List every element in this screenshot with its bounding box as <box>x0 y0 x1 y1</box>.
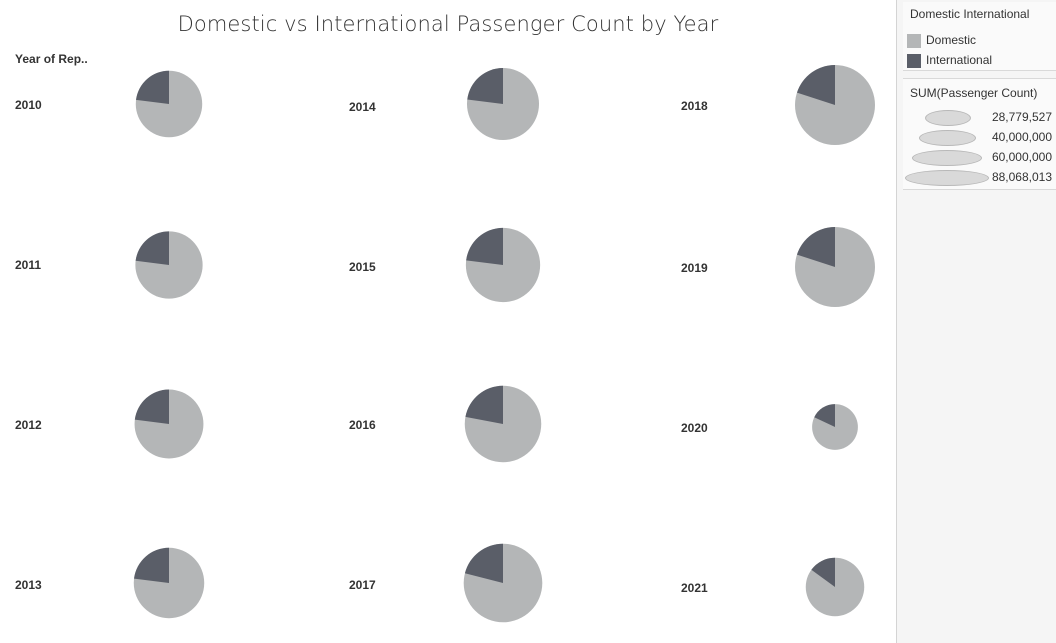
pie-slice-international[interactable] <box>796 65 835 105</box>
size-legend-label: 60,000,000 <box>991 150 1052 164</box>
pie-slice-international[interactable] <box>796 227 835 267</box>
year-label-2010: 2010 <box>15 98 42 112</box>
pie-slice-international[interactable] <box>134 389 169 424</box>
size-legend-label: 88,068,013 <box>991 170 1052 184</box>
size-legend-shape <box>912 150 982 166</box>
legend-label-international: International <box>926 53 993 67</box>
pie-2018[interactable] <box>795 65 875 145</box>
year-label-2016: 2016 <box>349 418 376 432</box>
size-legend: SUM(Passenger Count) 28,779,527 40,000,0… <box>903 78 1056 190</box>
pie-slice-international[interactable] <box>466 227 503 265</box>
pie-slice-international[interactable] <box>464 543 503 583</box>
year-label-2013: 2013 <box>15 578 42 592</box>
pie-slice-international[interactable] <box>136 70 169 104</box>
pie-2019[interactable] <box>795 227 875 307</box>
pie-2017[interactable] <box>463 543 543 623</box>
row-header[interactable]: Year of Rep.. <box>15 52 88 66</box>
pie-2016[interactable] <box>464 385 542 463</box>
pie-2013[interactable] <box>133 547 205 619</box>
year-label-2015: 2015 <box>349 260 376 274</box>
size-legend-shape <box>905 170 989 186</box>
international-swatch <box>907 54 921 68</box>
pie-slice-international[interactable] <box>811 557 835 587</box>
size-legend-label: 28,779,527 <box>991 110 1052 124</box>
pie-2020[interactable] <box>812 404 858 450</box>
pie-2010[interactable] <box>135 70 203 138</box>
year-label-2019: 2019 <box>681 261 708 275</box>
pie-slice-international[interactable] <box>465 385 503 424</box>
pie-grid <box>133 65 875 623</box>
size-legend-item[interactable]: 28,779,527 <box>903 109 1056 127</box>
pie-2014[interactable] <box>466 67 540 141</box>
size-legend-item[interactable]: 60,000,000 <box>903 149 1056 167</box>
year-label-2014: 2014 <box>349 100 376 114</box>
size-legend-shape <box>919 130 976 146</box>
year-label-2012: 2012 <box>15 418 42 432</box>
year-label-2011: 2011 <box>15 258 42 272</box>
panel-divider <box>896 0 897 643</box>
legend-label-domestic: Domestic <box>926 33 977 47</box>
size-legend-label: 40,000,000 <box>991 130 1052 144</box>
size-legend-item[interactable]: 88,068,013 <box>903 169 1056 187</box>
pie-2011[interactable] <box>135 231 203 299</box>
chart-area: Domestic vs International Passenger Coun… <box>15 12 875 623</box>
color-legend: Domestic International Domestic Internat… <box>903 2 1056 71</box>
pie-2021[interactable] <box>805 557 865 617</box>
legend-panel: Domestic International Domestic Internat… <box>897 0 1056 643</box>
chart-title: Domestic vs International Passenger Coun… <box>177 12 719 36</box>
pie-2015[interactable] <box>465 227 541 303</box>
year-label-2017: 2017 <box>349 578 376 592</box>
pie-slice-international[interactable] <box>134 547 169 583</box>
size-legend-shape <box>925 110 971 126</box>
year-label-2018: 2018 <box>681 99 708 113</box>
year-label-2021: 2021 <box>681 581 708 595</box>
size-legend-item[interactable]: 40,000,000 <box>903 129 1056 147</box>
color-legend-title: Domestic International <box>910 7 1030 21</box>
pie-slice-international[interactable] <box>814 404 835 427</box>
pie-2012[interactable] <box>134 389 204 459</box>
year-label-2020: 2020 <box>681 421 708 435</box>
size-legend-title: SUM(Passenger Count) <box>910 86 1038 100</box>
pie-slice-international[interactable] <box>135 231 169 265</box>
pie-slice-international[interactable] <box>467 67 503 104</box>
domestic-swatch <box>907 34 921 48</box>
